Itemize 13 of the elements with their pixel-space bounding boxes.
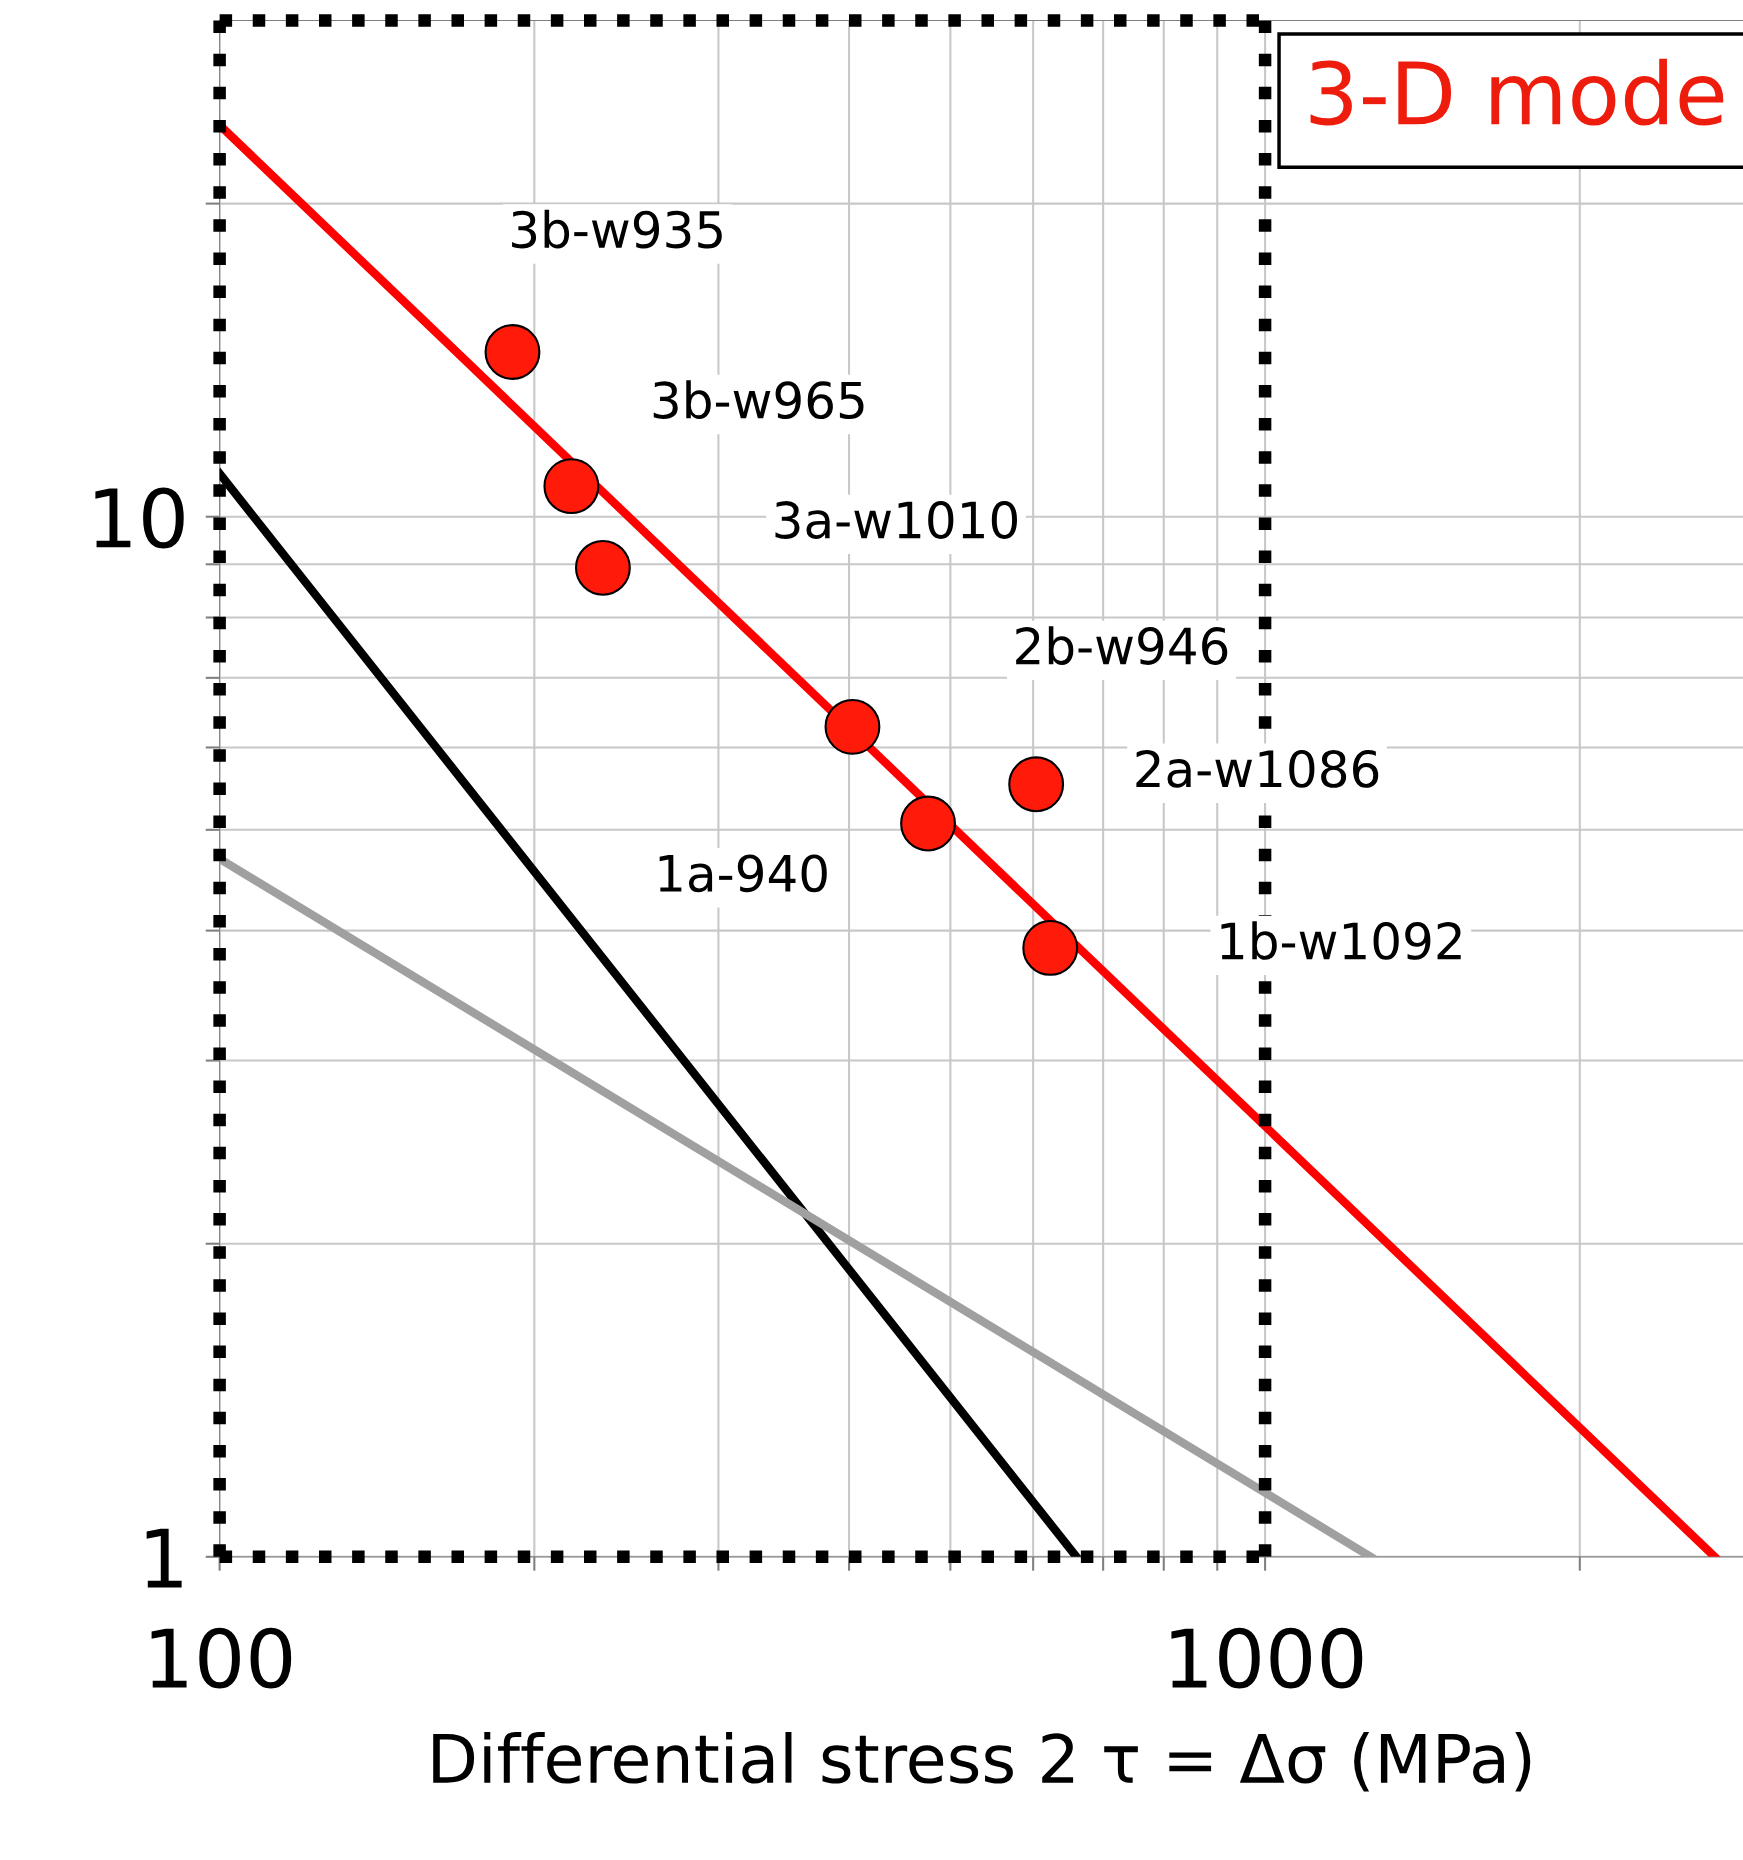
annotation: 3a-w1010 [775,501,1017,539]
x-tick-label: 1000 [1171,1627,1363,1689]
annotation: 1a-940 [659,854,827,893]
y-tick-label: 10 [95,487,184,549]
annotation: 3b-w965 [653,380,864,420]
x-axis-title: Differential stress 2 τ = Δσ (MPa) [433,1732,1531,1792]
x-tick-label: 100 [151,1627,292,1689]
annotation: 3b-w935 [512,209,722,249]
annotation: 1b-w1092 [1221,921,1461,960]
annotation: 2b-w946 [1016,626,1228,665]
annotation: 2a-w1086 [1136,749,1379,788]
y-tick-label: 1 [146,1528,182,1588]
annotation: 3-D mode [1310,58,1724,126]
